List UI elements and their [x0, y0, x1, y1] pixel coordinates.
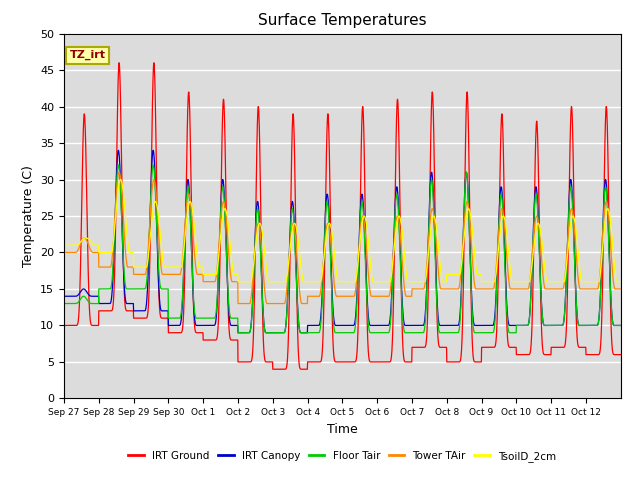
Y-axis label: Temperature (C): Temperature (C): [22, 165, 35, 267]
Legend: IRT Ground, IRT Canopy, Floor Tair, Tower TAir, TsoilD_2cm: IRT Ground, IRT Canopy, Floor Tair, Towe…: [124, 447, 561, 466]
Title: Surface Temperatures: Surface Temperatures: [258, 13, 427, 28]
X-axis label: Time: Time: [327, 423, 358, 436]
Text: TZ_irt: TZ_irt: [70, 50, 106, 60]
